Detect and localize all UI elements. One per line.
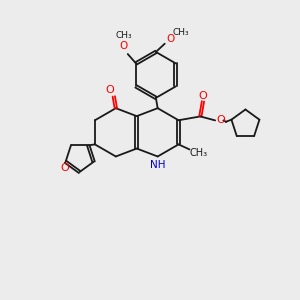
Text: O: O: [119, 41, 128, 51]
Text: CH₃: CH₃: [115, 31, 132, 40]
Text: O: O: [167, 34, 175, 44]
Text: NH: NH: [151, 160, 166, 170]
Text: O: O: [199, 91, 207, 101]
Text: CH₃: CH₃: [172, 28, 189, 37]
Text: CH₃: CH₃: [189, 148, 207, 158]
Text: O: O: [106, 85, 114, 95]
Text: O: O: [216, 115, 225, 125]
Text: O: O: [61, 163, 69, 173]
